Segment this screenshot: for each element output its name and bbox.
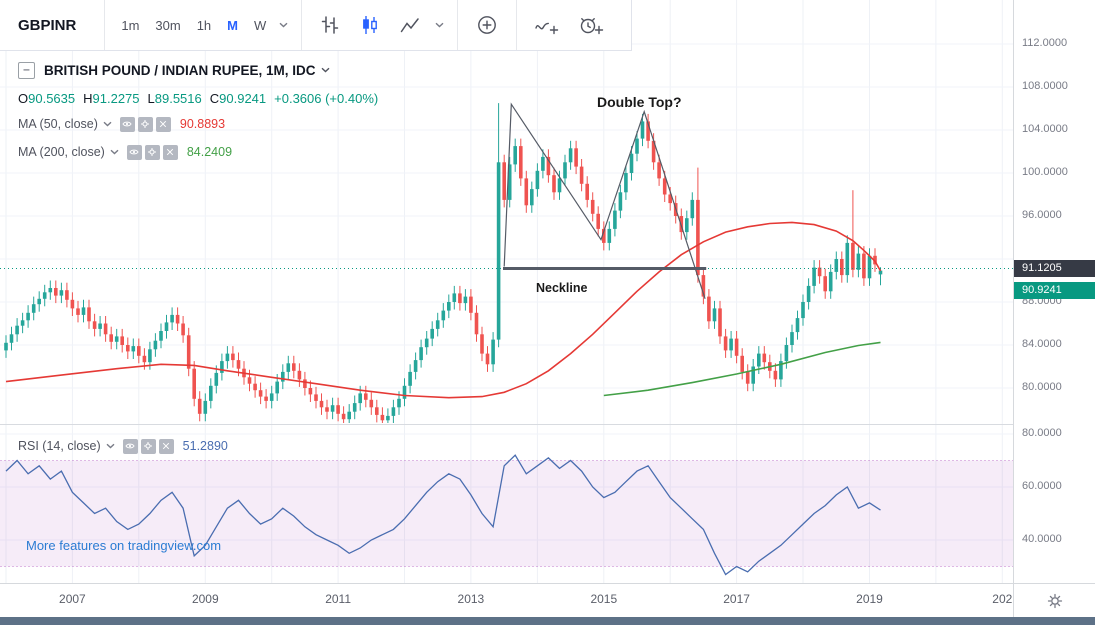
scale-settings-corner xyxy=(1013,584,1095,617)
rsi-legend-row: RSI (14, close) 51.2890 xyxy=(18,436,228,456)
compare-group xyxy=(458,9,516,41)
time-tick-label: 2019 xyxy=(856,592,883,606)
bars-chart-icon[interactable] xyxy=(310,9,350,41)
time-tick-label: 2015 xyxy=(590,592,618,606)
time-tick-label: 2017 xyxy=(723,592,750,606)
axis-tick-label: 100.0000 xyxy=(1022,166,1068,178)
ma50-label[interactable]: MA (50, close) xyxy=(18,117,98,131)
ma50-dropdown-icon[interactable] xyxy=(103,121,112,127)
axis-tick-label: 40.0000 xyxy=(1022,533,1062,545)
toolbar-separator xyxy=(301,0,303,50)
toolbar-separator xyxy=(104,0,106,50)
interval-1m[interactable]: 1m xyxy=(121,17,140,33)
toolbar-separator xyxy=(516,0,518,50)
ma200-dropdown-icon[interactable] xyxy=(110,149,119,155)
axis-tick-label: 84.0000 xyxy=(1022,338,1062,350)
last-price-label: 90.9241 xyxy=(1014,281,1095,299)
ma50-value: 90.8893 xyxy=(179,117,226,131)
ma50-legend-row: MA (50, close) 90.8893 xyxy=(18,114,225,134)
time-tick-label: 2007 xyxy=(59,592,86,606)
close-value: 90.9241 xyxy=(219,90,267,106)
time-tick-label: 2013 xyxy=(457,592,485,606)
collapse-pane-icon[interactable]: – xyxy=(18,61,35,79)
ma200-settings-icon[interactable] xyxy=(144,144,160,160)
legend-symbol-dropdown-icon[interactable] xyxy=(321,67,330,73)
axis-tick-label: 80.0000 xyxy=(1022,381,1062,393)
ma200-value: 84.2409 xyxy=(186,145,233,159)
rsi-value: 51.2890 xyxy=(182,439,228,453)
rsi-label[interactable]: RSI (14, close) xyxy=(18,439,101,453)
neckline-annotation[interactable]: Neckline xyxy=(536,281,588,295)
alert-add-icon[interactable] xyxy=(569,9,613,41)
double-top-annotation[interactable]: Double Top? xyxy=(597,94,682,110)
ma200-remove-icon[interactable] xyxy=(162,144,178,160)
price-scale[interactable]: 91.1205 90.9241 112.0000 108.0000 104.0000… xyxy=(1013,0,1095,583)
low-value: 89.5516 xyxy=(154,90,202,106)
ma200-visibility-icon[interactable] xyxy=(126,144,142,160)
toolbar-separator xyxy=(457,0,459,50)
rsi-settings-icon[interactable] xyxy=(140,438,156,454)
ma200-label[interactable]: MA (200, close) xyxy=(18,145,105,159)
axis-tick-label: 80.0000 xyxy=(1022,427,1062,439)
bottom-strip xyxy=(0,617,1095,625)
rsi-remove-icon[interactable] xyxy=(158,438,174,454)
ma200-legend-row: MA (200, close) 84.2409 xyxy=(18,142,232,162)
time-tick-label: 202 xyxy=(992,592,1013,606)
close-label: C xyxy=(209,90,220,106)
interval-1W[interactable]: W xyxy=(254,17,267,33)
pane-divider[interactable] xyxy=(0,424,1095,425)
interval-1h[interactable]: 1h xyxy=(196,17,212,33)
tools-group xyxy=(517,9,621,41)
symbol-name[interactable]: GBPINR xyxy=(18,16,77,34)
compare-add-icon[interactable] xyxy=(466,9,508,41)
ma50-visibility-icon[interactable] xyxy=(119,116,135,132)
high-value: 91.2275 xyxy=(92,90,140,106)
ma50-remove-icon[interactable] xyxy=(155,116,171,132)
time-scale[interactable]: 2007 2009 2011 2013 2015 2017 2019 202 xyxy=(0,583,1095,617)
axis-tick-label: 104.0000 xyxy=(1022,123,1068,135)
low-label: L xyxy=(147,90,155,106)
open-label: O xyxy=(18,90,29,106)
ma50-settings-icon[interactable] xyxy=(137,116,153,132)
gear-icon[interactable] xyxy=(1046,592,1064,610)
axis-tick-label: 108.0000 xyxy=(1022,80,1068,92)
symbol-legend-row: – BRITISH POUND / INDIAN RUPEE, 1M, IDC xyxy=(18,60,330,80)
axis-tick-label: 96.0000 xyxy=(1022,209,1062,221)
tradingview-watermark-link[interactable]: More features on tradingview.com xyxy=(26,538,222,553)
time-tick-label: 2011 xyxy=(325,592,351,606)
toolbar: GBPINR 1m 30m 1h M W xyxy=(0,0,632,51)
axis-tick-label: 112.0000 xyxy=(1022,37,1068,49)
chart-canvas[interactable] xyxy=(0,0,1013,583)
rsi-dropdown-icon[interactable] xyxy=(106,443,115,449)
axis-tick-label: 60.0000 xyxy=(1022,480,1062,492)
change-value: +0.3606 (+0.40%) xyxy=(274,90,379,106)
chart-style-group xyxy=(302,9,457,41)
draw-line-icon[interactable] xyxy=(525,9,569,41)
ohlc-row: O 90.5635 H 91.2275 L 89.5516 C 90.9241 +0.3… xyxy=(18,88,378,108)
interval-30m[interactable]: 30m xyxy=(155,17,181,33)
level-price-label: 91.1205 xyxy=(1014,260,1095,277)
legend-symbol-title[interactable]: BRITISH POUND / INDIAN RUPEE, 1M, IDC xyxy=(44,62,316,78)
chart-style-dropdown-icon[interactable] xyxy=(430,18,449,32)
time-tick-label: 2009 xyxy=(191,592,219,606)
interval-1M[interactable]: M xyxy=(227,17,239,33)
candles-chart-icon[interactable] xyxy=(350,9,390,41)
rsi-visibility-icon[interactable] xyxy=(122,438,138,454)
open-value: 90.5635 xyxy=(28,90,76,106)
area-chart-icon[interactable] xyxy=(390,9,430,41)
interval-group: 1m 30m 1h M W xyxy=(105,12,301,39)
high-label: H xyxy=(83,90,93,106)
interval-dropdown-icon[interactable] xyxy=(274,18,293,32)
